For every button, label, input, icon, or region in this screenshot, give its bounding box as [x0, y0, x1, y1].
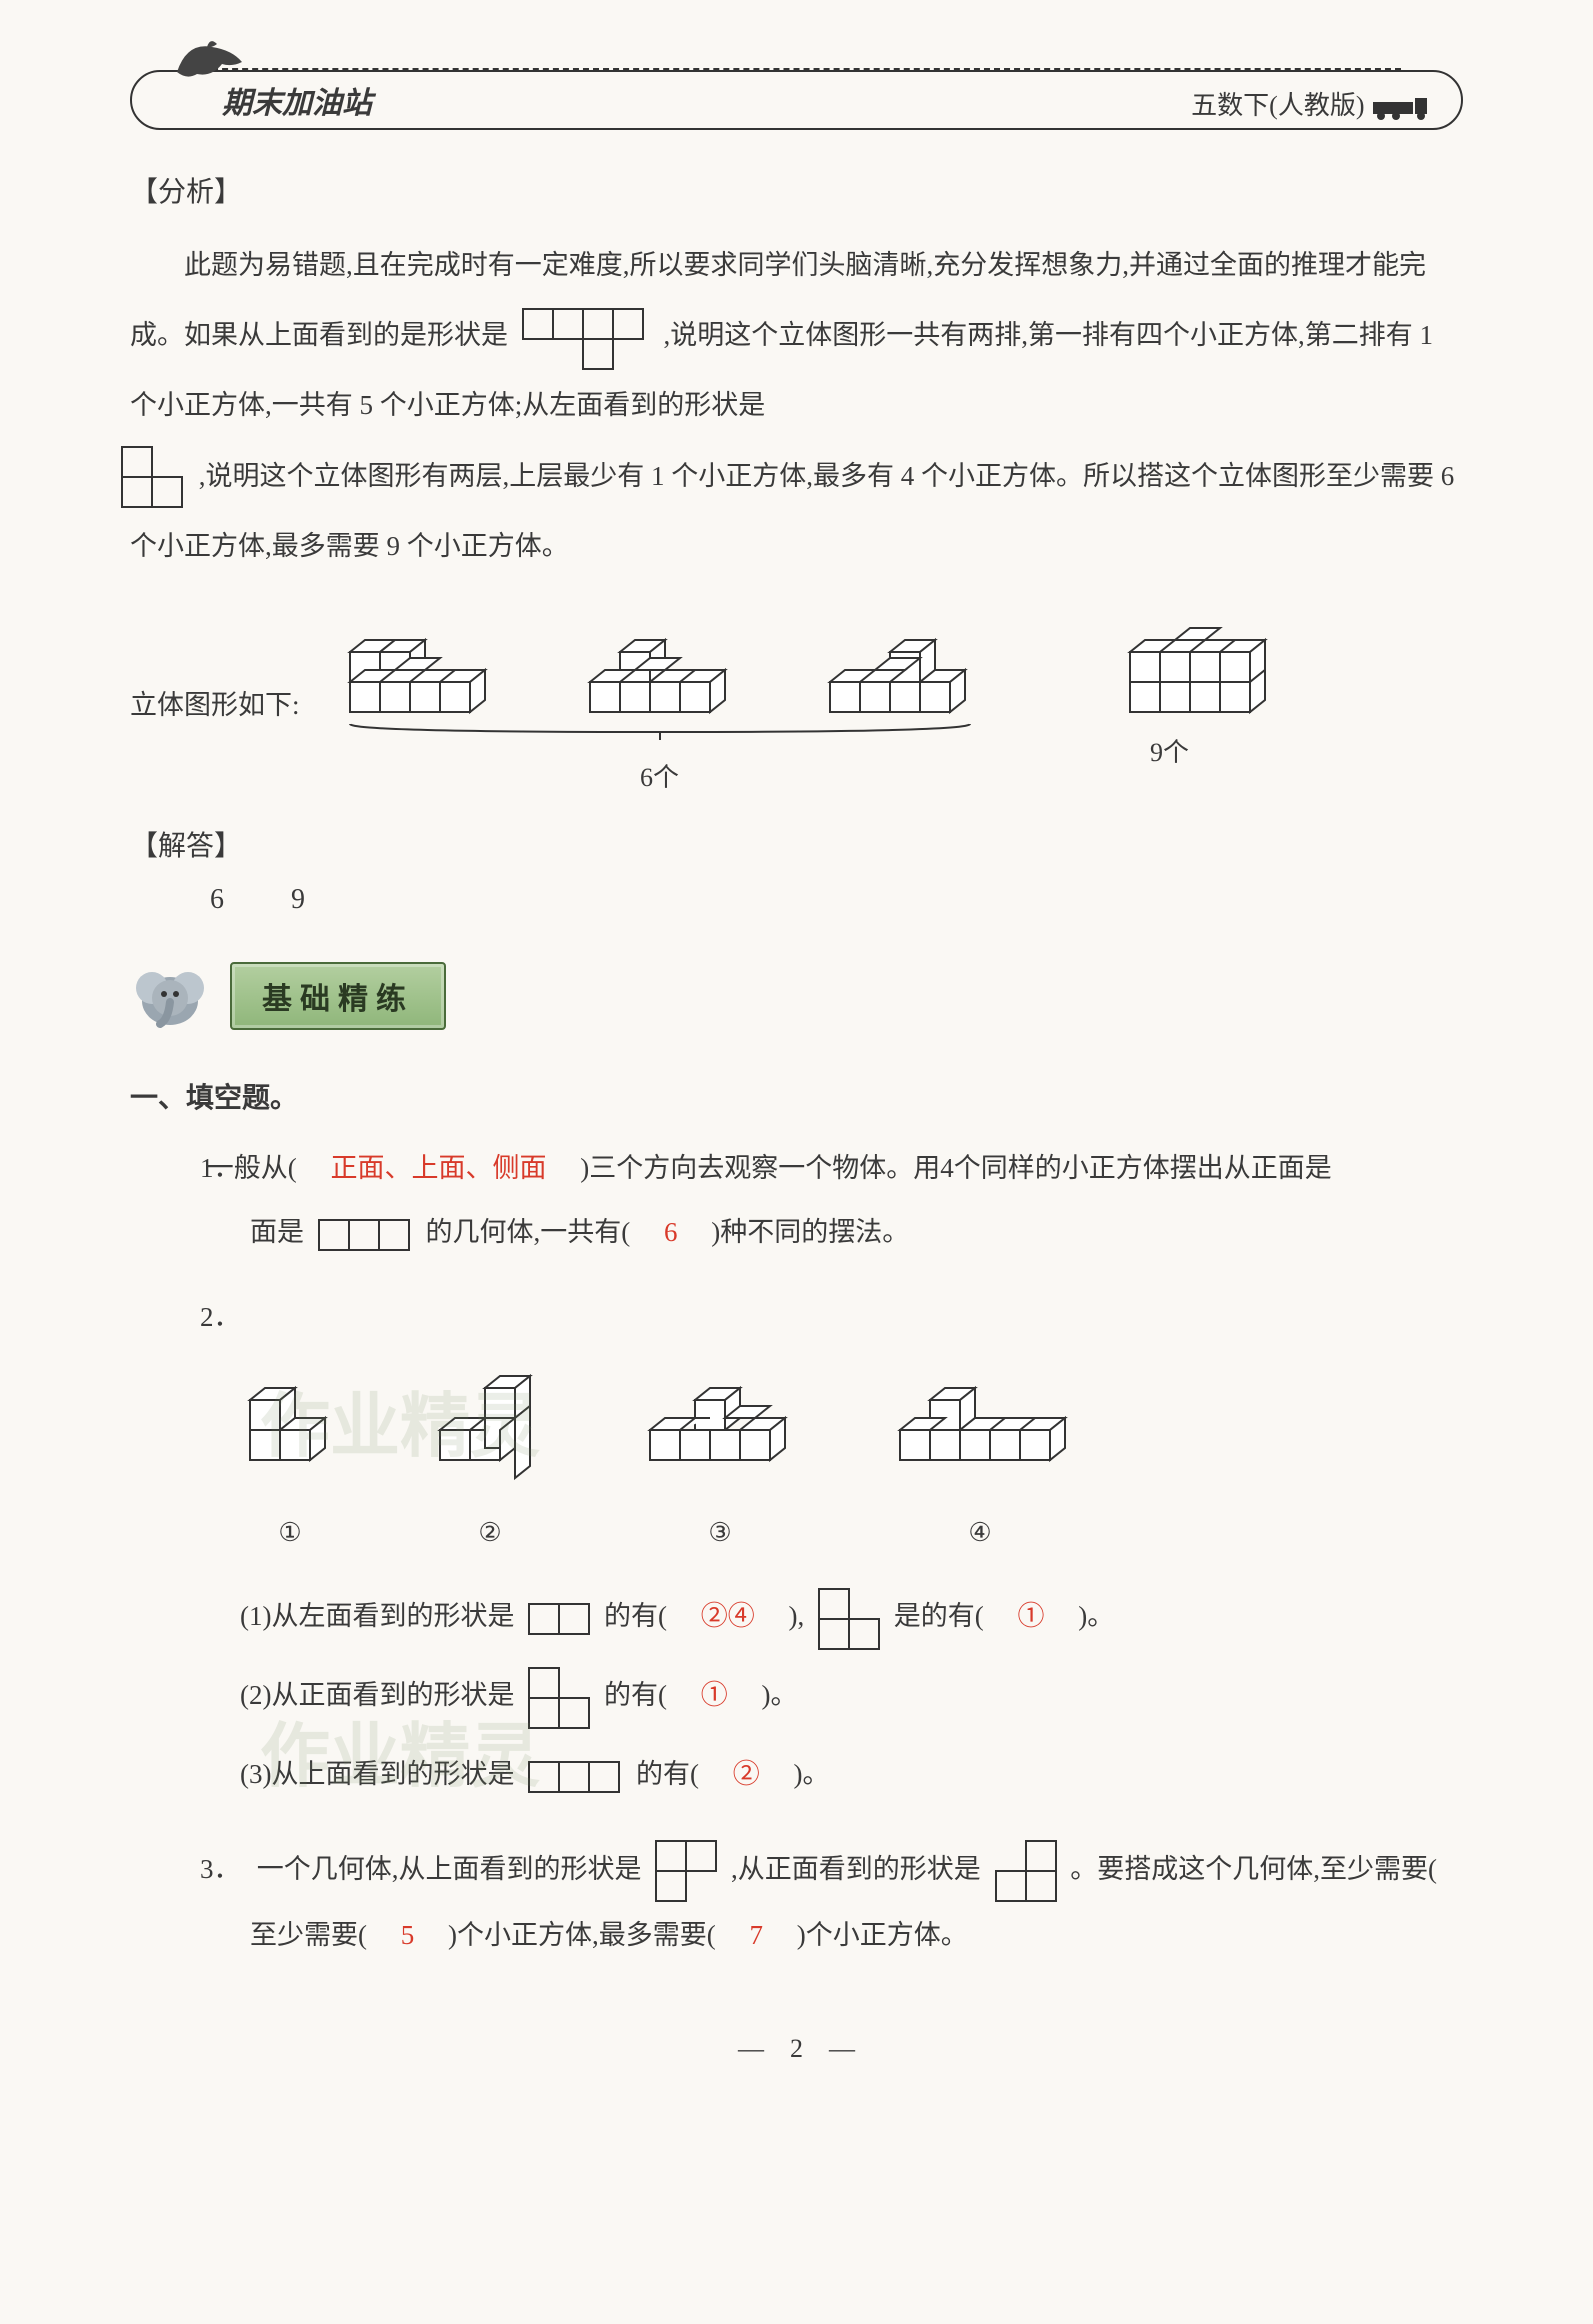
cube-fig-1-icon — [330, 612, 530, 722]
solution-answers: 6 9 — [130, 884, 1463, 916]
q1-front-label: 面是 — [250, 1217, 304, 1247]
q1-pre: 一般从( — [207, 1153, 324, 1183]
cube-fig-9-icon — [1110, 612, 1330, 722]
q1-mid: )三个方向去观察一个物体。用4个同样的小正方体摆出从正面是 — [553, 1153, 1332, 1183]
q2-figures: ① ② — [130, 1370, 1463, 1564]
q1-after-shape: 的几何体,一共有( — [426, 1217, 658, 1247]
brace-6-icon — [340, 722, 980, 742]
q2-s3-pre: (3)从上面看到的形状是 — [240, 1759, 514, 1789]
q2-sub3: (3)从上面看到的形状是 的有( ② )。 — [130, 1742, 1463, 1807]
q2-cap4: ④ — [880, 1502, 1080, 1564]
elephant-icon — [130, 956, 210, 1036]
question-3: 3． 一个几何体,从上面看到的形状是 ,从正面看到的形状是 。要搭成这个几何体,… — [130, 1837, 1463, 1969]
train-icon — [1371, 96, 1431, 120]
q1-ans1: 正面、上面、侧面 — [331, 1153, 547, 1183]
solution-b: 9 — [291, 884, 305, 915]
q3-mid: ,从正面看到的形状是 — [731, 1854, 981, 1884]
q2-s1-mid: 的有( — [604, 1601, 694, 1631]
q2-s3-tail: )。 — [766, 1759, 829, 1789]
q2-s1-mid2: ), — [761, 1601, 804, 1631]
q2-s2-tail: )。 — [734, 1680, 797, 1710]
brace-9-label: 9个 — [1030, 732, 1310, 769]
brace-6-label: 6个 — [330, 757, 990, 794]
analysis-paragraph: 此题为易错题,且在完成时有一定难度,所以要求同学们头脑清晰,充分发挥想象力,并通… — [130, 230, 1463, 441]
q2-s2-pre: (2)从正面看到的形状是 — [240, 1680, 514, 1710]
section1-heading: 一、填空题。 — [130, 1076, 1463, 1116]
header-right-title: 五数下(人教版) — [1191, 85, 1431, 122]
top-view-shape-icon — [521, 307, 651, 369]
q2-num: 2． — [200, 1285, 250, 1350]
q2-s1-shape2-icon — [817, 1587, 881, 1651]
q3-tail: )个小正方体。 — [770, 1920, 968, 1950]
section-banner: 基础精练 — [130, 956, 1463, 1036]
q1-ans2: 6 — [664, 1217, 678, 1247]
header-right-text: 五数下(人教版) — [1191, 91, 1364, 120]
cube-lead-text: 立体图形如下: — [130, 683, 300, 722]
cube-figures-row: 立体图形如下: — [130, 612, 1463, 794]
q3-num: 3． — [200, 1837, 250, 1902]
page: 期末加油站 五数下(人教版) 【分析】 此题为易错题,且在完成时有一定难度,所以… — [0, 0, 1593, 2324]
q2-s1-tail: )。 — [1051, 1601, 1114, 1631]
q2-fig2-icon — [420, 1370, 560, 1470]
cube-fig-3-icon — [810, 612, 1010, 722]
q1-shape-icon — [317, 1218, 413, 1252]
left-view-shape-icon — [120, 445, 186, 511]
header-left-title: 期末加油站 — [162, 78, 372, 122]
cube-fig-2-icon — [570, 612, 770, 722]
page-header: 期末加油站 五数下(人教版) — [130, 70, 1463, 130]
q2-cap2: ② — [420, 1502, 560, 1564]
q3-front-shape-icon — [994, 1839, 1058, 1903]
q2-fig4-icon — [880, 1370, 1080, 1470]
q2-s1-pre: (1)从左面看到的形状是 — [240, 1601, 514, 1631]
analysis-text-3: ,说明这个立体图形有两层,上层最少有 1 个小正方体,最多有 4 个小正方体。所… — [130, 461, 1454, 562]
q1-tail: )种不同的摆法。 — [684, 1217, 909, 1247]
solution-label: 【解答】 — [130, 824, 1463, 864]
q3-line2-pre: 至少需要( — [250, 1920, 394, 1950]
q3-after: 。要搭成这个几何体,至少需要( — [1070, 1854, 1464, 1884]
q2-s1-ans2: ① — [1017, 1601, 1044, 1631]
q1-num: 1． — [130, 1136, 200, 1201]
q2-s1-shape1-icon — [527, 1602, 591, 1636]
q3-ans2: 7 — [749, 1920, 763, 1950]
q2-s3-ans: ② — [733, 1759, 760, 1789]
q3-ans1: 5 — [401, 1920, 415, 1950]
q2-fig1-icon — [230, 1370, 350, 1470]
question-1: 1． 一般从( 正面、上面、侧面 )三个方向去观察一个物体。用4个同样的小正方体… — [130, 1136, 1463, 1266]
banner-title: 基础精练 — [230, 962, 446, 1030]
q3-top-shape-icon — [654, 1839, 718, 1903]
q2-sub1: (1)从左面看到的形状是 的有( ②④ ), 是的有( ① )。 — [130, 1584, 1463, 1651]
q2-s1-mid3: 是的有( — [894, 1601, 1011, 1631]
q2-fig3-icon — [630, 1370, 810, 1470]
page-number: — 2 — — [130, 2028, 1463, 2065]
q2-s1-ans1: ②④ — [701, 1601, 755, 1631]
q3-pre: 一个几何体,从上面看到的形状是 — [257, 1854, 642, 1884]
q2-s3-shape-icon — [527, 1760, 623, 1794]
q2-s3-mid: 的有( — [636, 1759, 726, 1789]
q2-cap1: ① — [230, 1502, 350, 1564]
q2-s2-ans: ① — [701, 1680, 728, 1710]
analysis-paragraph-2: ,说明这个立体图形有两层,上层最少有 1 个小正方体,最多有 4 个小正方体。所… — [130, 441, 1463, 582]
q2-s2-shape-icon — [527, 1666, 591, 1730]
solution-a: 6 — [210, 884, 224, 915]
q3-mid2: )个小正方体,最多需要( — [421, 1920, 743, 1950]
q2-s2-mid: 的有( — [604, 1680, 694, 1710]
analysis-label: 【分析】 — [130, 170, 1463, 210]
q2-cap3: ③ — [630, 1502, 810, 1564]
q2-sub2: (2)从正面看到的形状是 的有( ① )。 — [130, 1663, 1463, 1730]
question-2: 2． ① — [130, 1285, 1463, 1806]
dolphin-icon — [172, 32, 252, 82]
